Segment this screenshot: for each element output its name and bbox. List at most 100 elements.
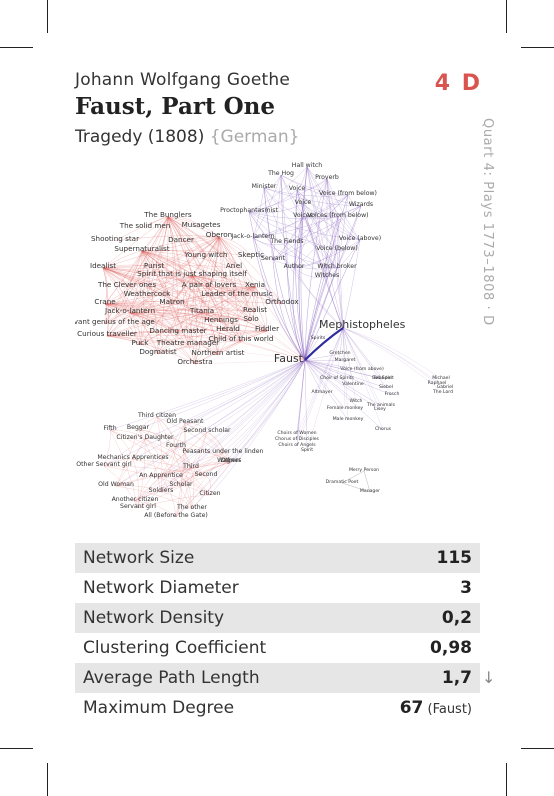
- network-edge: [304, 353, 341, 361]
- network-edge: [205, 236, 220, 258]
- network-edge: [114, 235, 220, 242]
- network-edge: [306, 166, 328, 180]
- node-label: Voice (below): [316, 245, 358, 252]
- network-edge: [304, 359, 382, 407]
- network-edge: [104, 303, 196, 365]
- network-edge: [115, 485, 162, 493]
- network-edge: [109, 359, 306, 431]
- network-edge: [187, 236, 220, 346]
- network-edge: [263, 187, 362, 207]
- network-edge: [304, 359, 308, 452]
- network-edge: [341, 470, 365, 484]
- network-edge: [304, 359, 349, 421]
- network-edge: [139, 286, 256, 346]
- network-edge: [137, 438, 146, 509]
- network-edge: [156, 416, 232, 463]
- network-edge: [156, 416, 193, 510]
- node-label: Shooting star: [91, 234, 139, 243]
- network-edge: [134, 500, 177, 518]
- network-edge: [114, 216, 169, 242]
- network-edge: [104, 250, 143, 305]
- node-label: The solid men: [119, 221, 171, 230]
- network-edge: [190, 461, 232, 469]
- node-label: Servant: [261, 255, 286, 262]
- network-edge: [175, 452, 224, 518]
- node-label: Realist: [243, 305, 267, 314]
- network-edge: [146, 216, 169, 297]
- network-edge: [190, 359, 306, 469]
- network-edge: [144, 438, 207, 477]
- network-edge: [336, 205, 362, 269]
- network-edge: [321, 327, 344, 394]
- network-edge: [218, 236, 256, 313]
- network-edge: [175, 446, 232, 463]
- network-edge: [141, 250, 159, 355]
- network-edge: [156, 416, 192, 469]
- network-edge: [171, 286, 256, 305]
- node-label: The Bunglers: [143, 210, 192, 219]
- network-edge: [296, 327, 344, 441]
- node-label: Lisey: [374, 406, 386, 412]
- network-edge: [157, 216, 169, 355]
- network-edge: [272, 205, 362, 261]
- network-edge: [302, 166, 308, 205]
- node-label: Supernaturalist: [114, 244, 169, 253]
- network-edge: [104, 286, 256, 325]
- network-edge: [104, 275, 193, 325]
- node-label: Voices (from below): [307, 212, 368, 219]
- stat-row: Maximum Degree 67 (Faust): [75, 693, 480, 723]
- network-edge: [157, 340, 242, 355]
- network-edge: [326, 239, 361, 278]
- node-label: The Hog: [267, 170, 294, 177]
- node-label: Fifth: [103, 425, 116, 432]
- network-edge: [137, 416, 158, 430]
- node-label: Wizards: [349, 201, 373, 208]
- network-edge: [102, 267, 179, 334]
- network-edge: [137, 494, 211, 509]
- network-edge: [342, 327, 354, 386]
- stat-value: 0,2: [442, 608, 472, 628]
- network-edge: [280, 174, 338, 269]
- node-label: Raphael: [428, 380, 447, 386]
- network-edge: [104, 303, 131, 314]
- network-edge: [129, 312, 219, 356]
- network-edge: [293, 178, 328, 269]
- network-edge: [175, 461, 230, 518]
- network-edge: [217, 340, 242, 356]
- network-edge: [106, 275, 193, 337]
- network-edge: [134, 452, 224, 502]
- network-edge: [304, 239, 361, 361]
- network-edge: [191, 275, 256, 313]
- network-edge: [201, 312, 229, 332]
- network-edge: [102, 267, 222, 323]
- network-edge: [304, 267, 338, 361]
- network-edge: [218, 236, 306, 361]
- network-edge: [293, 189, 298, 269]
- network-edge: [296, 359, 306, 435]
- network-edge: [141, 250, 256, 288]
- network-edge: [102, 267, 131, 314]
- network-edge: [103, 465, 139, 509]
- network-edge: [102, 250, 143, 269]
- network-edge: [342, 327, 444, 394]
- network-edge: [129, 312, 268, 332]
- network-edge: [280, 174, 288, 244]
- network-edge: [167, 216, 179, 334]
- network-edge: [141, 250, 252, 322]
- network-edge: [102, 236, 220, 269]
- node-label: Hall witch: [292, 162, 322, 169]
- network-edge: [104, 303, 306, 361]
- network-edge: [167, 216, 174, 305]
- network-edge: [134, 359, 306, 502]
- network-edge: [167, 216, 202, 228]
- network-edge: [102, 264, 235, 269]
- network-edge: [109, 429, 207, 477]
- network-edge: [252, 216, 304, 239]
- network-edge: [129, 216, 169, 314]
- network-edge: [139, 216, 169, 346]
- network-edge: [167, 216, 193, 277]
- network-edge: [167, 216, 220, 238]
- network-edge: [254, 286, 283, 305]
- network-edge: [102, 267, 128, 288]
- network-edge: [141, 250, 149, 297]
